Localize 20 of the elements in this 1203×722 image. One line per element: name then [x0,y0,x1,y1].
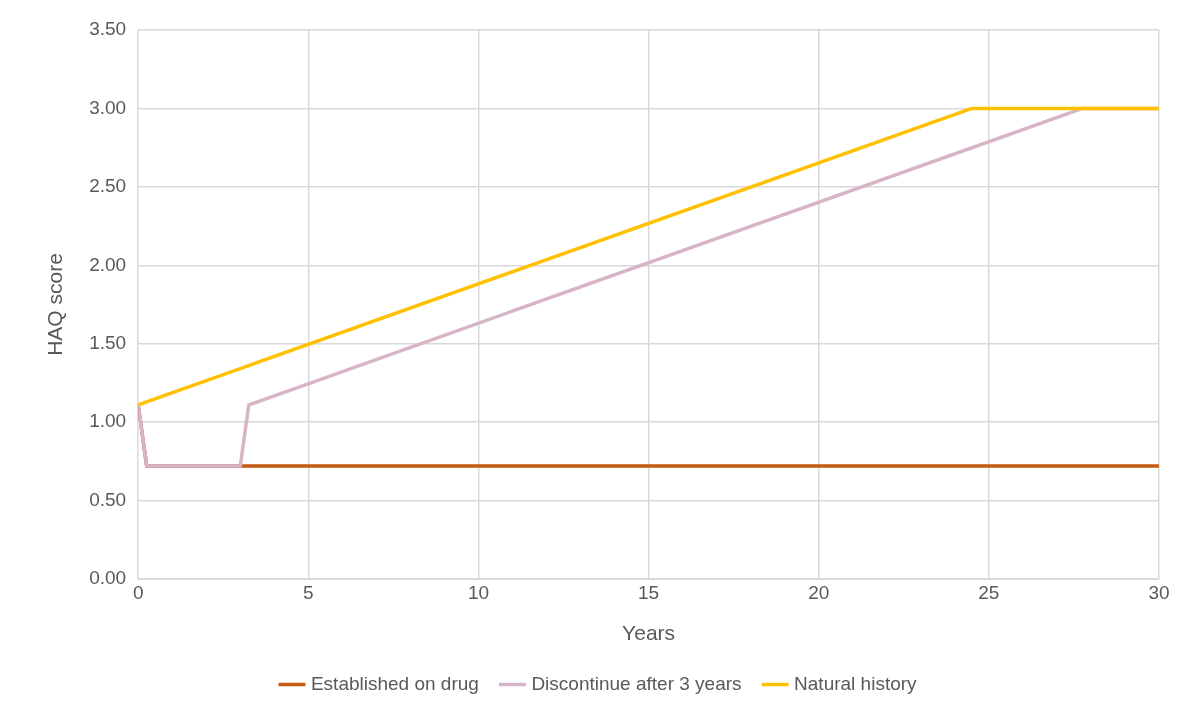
legend-label: Discontinue after 3 years [531,672,742,694]
x-axis-title: Years [622,621,676,645]
y-tick-label: 1.50 [89,331,127,353]
legend-label: Established on drug [310,672,479,694]
x-tick-label: 20 [808,581,830,603]
y-tick-label: 0.00 [89,567,127,589]
x-tick-label: 0 [132,581,144,603]
x-tick-label: 25 [978,581,1000,603]
y-tick-label: 3.00 [89,96,127,118]
y-tick-label: 3.50 [89,18,127,40]
y-tick-label: 1.00 [89,410,127,432]
x-tick-label: 30 [1148,581,1170,603]
x-tick-label: 15 [638,581,660,603]
y-tick-label: 2.50 [89,175,127,197]
legend-label: Natural history [794,672,918,694]
y-tick-label: 2.00 [89,253,127,275]
x-tick-label: 5 [303,581,314,603]
x-tick-label: 10 [467,581,490,603]
y-tick-label: 0.50 [89,488,127,510]
y-axis-title: HAQ score [43,253,67,356]
